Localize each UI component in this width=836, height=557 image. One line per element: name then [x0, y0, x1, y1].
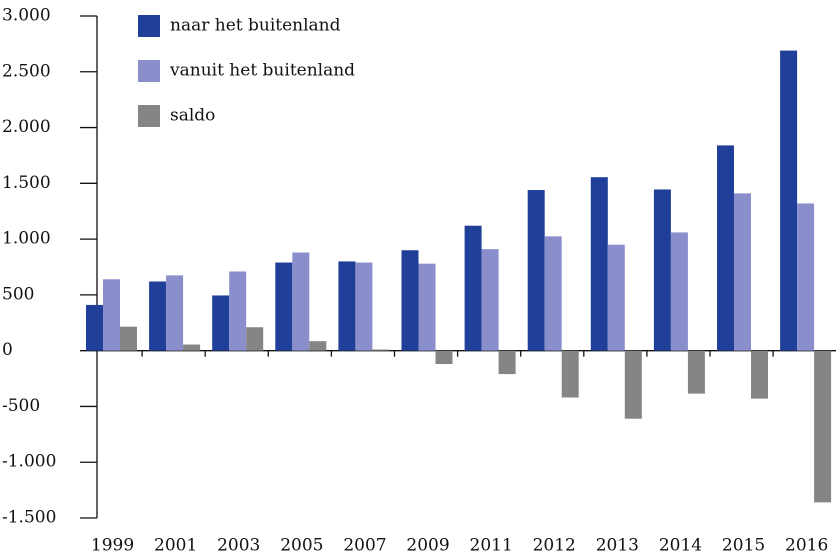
y-tick-label: 1.000: [2, 229, 51, 249]
bar: [355, 262, 373, 351]
y-tick-label: 3.000: [2, 6, 51, 26]
x-tick-label: 1999: [91, 536, 134, 556]
bar: [607, 244, 625, 351]
bar: [103, 279, 120, 351]
bar: [212, 295, 230, 351]
bar: [166, 275, 184, 351]
bar: [590, 177, 608, 351]
bar: [275, 262, 293, 351]
legend-swatch: [138, 105, 160, 127]
legend-label: naar het buitenland: [170, 16, 341, 36]
bar: [183, 344, 201, 351]
bar: [670, 232, 688, 351]
bar: [464, 225, 482, 351]
bar: [561, 350, 579, 398]
bar: [149, 281, 167, 351]
y-tick-label: 0: [2, 340, 13, 360]
x-tick-label: 2011: [470, 536, 513, 556]
bar: [717, 145, 734, 351]
y-tick-label: 2.500: [2, 61, 51, 81]
legend-swatch: [138, 60, 160, 82]
bar: [435, 350, 453, 365]
legend-swatch: [138, 15, 160, 37]
bar: [481, 249, 499, 351]
y-tick-label: 500: [2, 284, 34, 304]
x-tick-label: 2012: [533, 536, 576, 556]
bar: [751, 350, 768, 399]
y-tick-label: 2.000: [2, 117, 51, 137]
y-tick-label: -1.000: [2, 452, 56, 472]
legend-label: vanuit het buitenland: [169, 61, 355, 81]
x-tick-label: 2003: [217, 536, 260, 556]
bar: [338, 261, 356, 351]
bar: [401, 250, 419, 351]
x-tick-label: 2005: [280, 536, 323, 556]
x-tick-label: 2016: [785, 536, 828, 556]
x-tick-label: 2007: [343, 536, 386, 556]
bar: [292, 252, 310, 351]
bar: [687, 350, 705, 394]
bar: [797, 203, 815, 351]
bar: [498, 350, 516, 375]
bar: [418, 263, 436, 351]
x-tick-label: 2009: [406, 536, 449, 556]
x-tick-label: 2014: [659, 536, 702, 556]
bar: [544, 236, 562, 351]
x-tick-label: 2013: [596, 536, 639, 556]
y-tick-label: -1.500: [2, 508, 56, 528]
bar: [120, 326, 137, 351]
legend-label: saldo: [170, 106, 215, 126]
x-tick-label: 2015: [722, 536, 765, 556]
bar: [780, 50, 798, 351]
bar: [734, 193, 751, 351]
bar: [246, 327, 264, 351]
y-tick-label: 1.500: [2, 173, 51, 193]
x-tick-label: 2001: [154, 536, 197, 556]
bar: [309, 341, 327, 351]
bar: [527, 190, 545, 351]
bar: [814, 350, 832, 503]
bar: [372, 349, 390, 351]
bar: [624, 350, 642, 419]
bar: [653, 189, 671, 351]
bar: [86, 304, 103, 351]
y-tick-label: -500: [2, 396, 40, 416]
bar: [229, 271, 247, 351]
